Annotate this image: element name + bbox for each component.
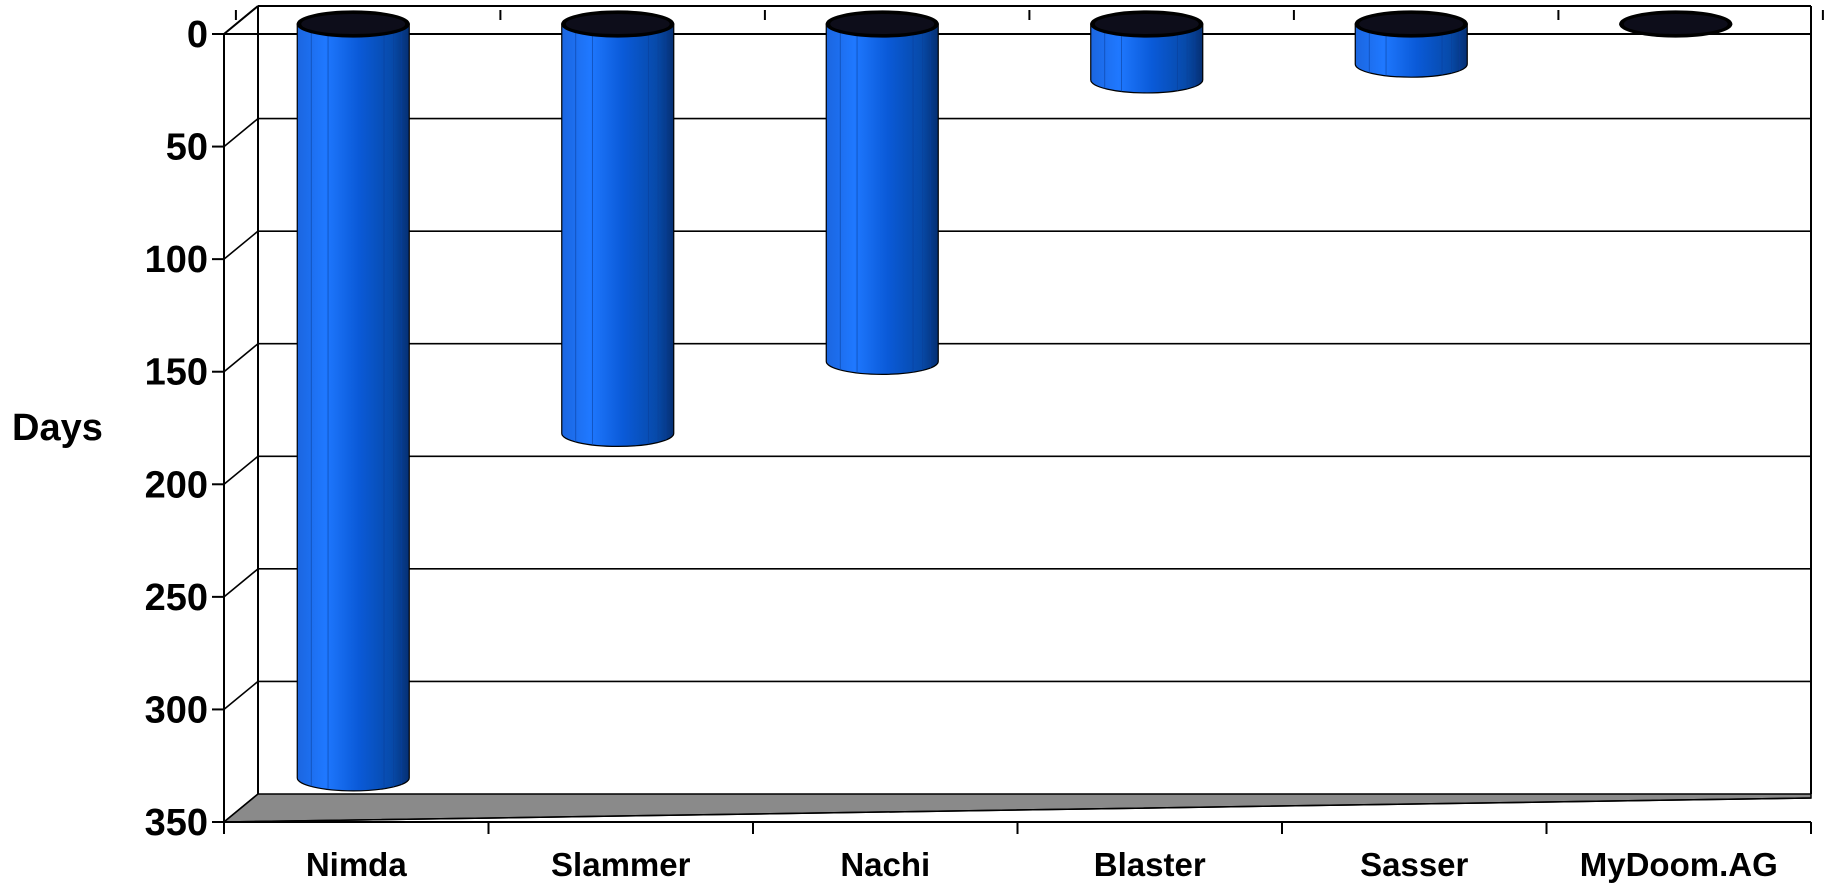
gridline-depth	[223, 568, 259, 598]
x-tick-label: Sasser	[1360, 846, 1468, 883]
y-tick-label: 300	[145, 689, 208, 731]
bars	[296, 10, 1733, 792]
x-tick-label: Nachi	[840, 846, 930, 883]
x-tick-label: MyDoom.AG	[1580, 846, 1778, 883]
bar-cap-inner	[1359, 14, 1464, 34]
y-tick-label: 350	[145, 802, 208, 844]
bar	[1090, 10, 1204, 94]
bar-cap-inner	[1623, 14, 1728, 34]
bar	[825, 10, 939, 375]
gridline-depth	[223, 230, 259, 260]
bar-body	[1090, 23, 1204, 94]
gridlines	[223, 5, 1811, 823]
gridline-depth	[223, 455, 259, 485]
bar-cap-inner	[565, 14, 670, 34]
axes	[212, 5, 1824, 834]
bar-body	[1354, 23, 1468, 78]
gridline-depth	[223, 117, 259, 148]
y-tick-label: 50	[166, 127, 208, 169]
labels: 0 50 100 150 200 250 300 350 Nimda Slammer Nachi Bl…	[145, 14, 1778, 883]
bar	[561, 10, 675, 447]
bar-body	[296, 23, 410, 792]
x-tick-label: Nimda	[306, 846, 408, 883]
y-tick-label: 150	[145, 352, 208, 394]
bar	[1354, 10, 1468, 78]
bar-body	[825, 23, 939, 375]
y-tick-label: 250	[145, 577, 208, 619]
y-axis-top-depth	[223, 5, 259, 35]
bar	[296, 10, 410, 792]
bar-cap-inner	[301, 14, 406, 34]
floor-diagonal	[223, 797, 1812, 823]
bar-body	[561, 23, 675, 447]
y-tick-label: 0	[187, 14, 208, 56]
x-tick-label: Slammer	[551, 846, 691, 883]
gridline-depth	[223, 343, 259, 373]
y-axis-title: Days	[12, 407, 103, 449]
bar	[1619, 10, 1733, 38]
y-tick-label: 200	[145, 464, 208, 506]
y-tick-label: 100	[145, 239, 208, 281]
chart-floor	[221, 793, 1812, 823]
bar-cap-inner	[830, 14, 935, 34]
gridline-depth	[223, 680, 259, 711]
x-tick-label: Blaster	[1094, 846, 1206, 883]
bar-cap-inner	[1094, 14, 1199, 34]
